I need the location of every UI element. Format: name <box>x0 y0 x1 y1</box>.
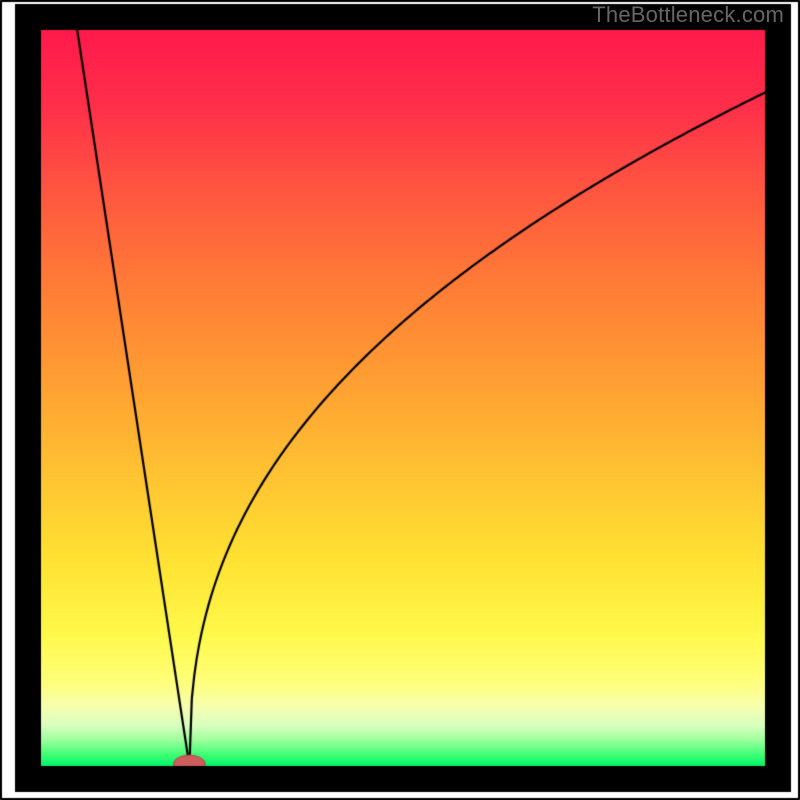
bottleneck-chart-canvas <box>0 0 800 800</box>
watermark-text: TheBottleneck.com <box>592 2 784 28</box>
figure-root: TheBottleneck.com <box>0 0 800 800</box>
